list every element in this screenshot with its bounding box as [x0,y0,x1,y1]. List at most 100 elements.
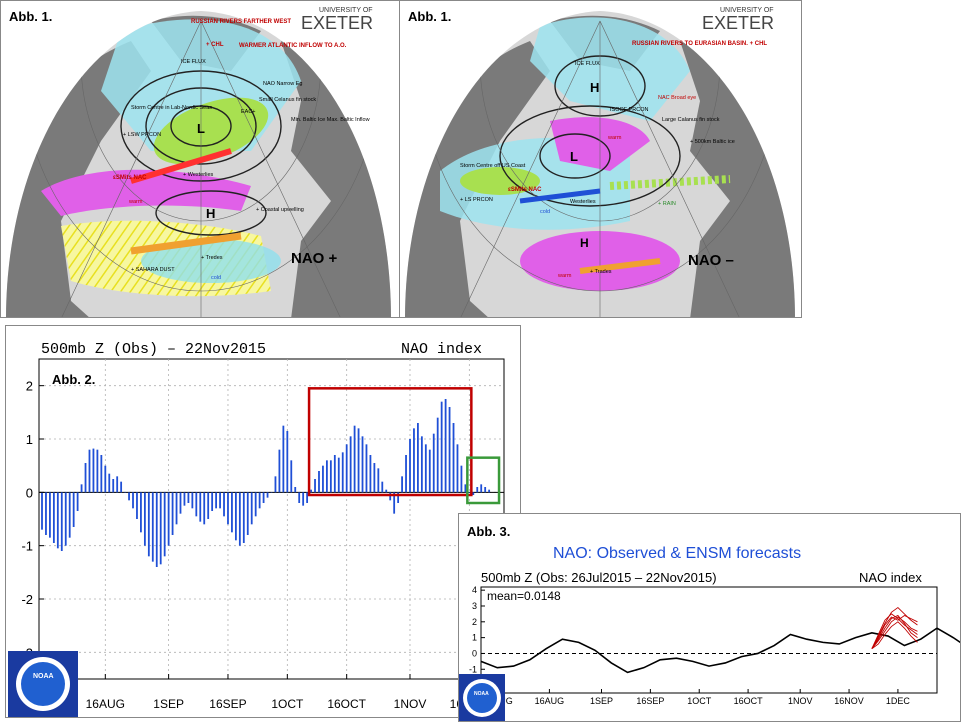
bar [179,492,182,514]
bar [424,444,427,493]
bar [262,492,265,503]
annotation: WARMER ATLANTIC INFLOW TO A.O. [239,43,347,49]
y-tick-label: -1 [21,539,33,554]
y-tick-label: -1 [469,664,477,674]
annotation: NAO Narrow Eg [263,81,302,87]
nao-positive-label: NAO + [291,250,338,267]
x-tick-label: 16SEP [209,697,246,711]
bar [215,492,218,509]
bar [56,492,59,549]
y-tick-label: 1 [26,432,33,447]
bar [310,489,312,493]
bar [472,492,475,495]
bar [341,452,344,493]
x-tick-label: 16AUG [86,697,125,711]
map-nao-negative: Abb. 1. UNIVERSITY OF EXETER H L H RUSSI… [405,7,795,317]
bar [191,492,194,509]
annotation: RUSSIAN RIVERS FARTHER WEST [191,19,291,25]
forecast-member-line [871,616,918,649]
y-tick-label: -2 [21,592,33,607]
annotation: EAC+ [241,109,256,115]
bar [440,401,443,493]
x-tick-label: 1NOV [394,697,427,711]
bar [314,479,316,493]
annotation: + 500km Baltic ice [690,139,735,145]
chart-ylabel: NAO index [401,341,482,358]
annotation: RUSSIAN RIVERS TO EURASIAN BASIN. + CHL [632,41,767,47]
bar [270,492,273,493]
annotation: ISOOF PRCON [610,107,649,113]
bar [345,444,348,493]
bar [413,428,415,493]
annotation: + Coastal upwelling [256,207,304,213]
x-tick-label: 16OCT [327,697,366,711]
bar [60,492,63,551]
bar [373,463,376,493]
bar [72,492,75,527]
bar [258,492,261,509]
bar [306,492,309,503]
bar [199,492,202,522]
bar [436,417,439,493]
annotation: + Trades [590,269,612,275]
x-tick-label: 16OCT [734,696,764,706]
bar [112,479,115,493]
annotation: + LSW PRCON [123,132,161,138]
bar [203,492,206,525]
bar [211,492,214,511]
bar [325,460,328,493]
bar [132,492,134,509]
logo-subtitle: UNIVERSITY OF [720,7,774,14]
bar [231,492,233,533]
noaa-logo: NOAA [459,674,505,721]
low-pressure-label: L [570,149,578,164]
bar [140,492,142,533]
noaa-logo-text: NOAA [474,691,489,697]
annotation: εSMits NAC [508,187,542,193]
annotation: εSMits NAC [113,175,147,181]
bar [147,492,150,557]
y-tick-label: 1 [472,633,477,643]
y-tick-label: 2 [472,617,477,627]
high-pressure-label: H [590,80,599,95]
bar [104,465,107,493]
y-tick-label: 2 [26,379,33,394]
nao-forecast-chart-panel: Abb. 3. NAO: Observed & ENSM forecasts 5… [458,513,961,722]
bar [333,455,336,493]
mean-label: mean=0.0148 [487,589,561,603]
high-pressure-label-2: H [580,236,589,250]
bar [68,492,71,538]
exeter-logo: EXETER [301,13,373,33]
forecast-member-line [871,613,918,649]
chart-title: 500mb Z (Obs) – 22Nov2015 [41,341,266,358]
bar [460,465,463,493]
y-tick-label: 0 [472,648,477,658]
bar [357,428,360,493]
bar [456,444,459,493]
annotation: ICE FLUX [181,59,206,65]
bar [397,492,400,503]
forecast-member-line [871,614,918,649]
figure-label: Abb. 3. [467,524,510,539]
bar [476,487,479,493]
forecast-member-line [871,621,918,650]
nao-forecast-line-chart: Abb. 3. NAO: Observed & ENSM forecasts 5… [459,524,960,721]
annotation: warm [557,273,572,279]
plot-frame [38,358,505,680]
bar [100,455,103,493]
bar [84,463,87,493]
bar [187,492,190,503]
annotation: NAC Broad eye [658,95,696,101]
bar [45,492,47,535]
bar [96,449,99,493]
bar [120,481,123,493]
annotation: Min. Baltic Ice Max. Baltic Inflow [291,117,370,123]
annotation: + Tredes [201,255,223,261]
figure-label: Abb. 2. [52,372,95,387]
bar [484,487,487,493]
annotation: Small Celanus fin stock [259,97,316,103]
bar [159,492,162,565]
bar [80,484,83,493]
bar [183,492,186,506]
bar [274,476,277,493]
